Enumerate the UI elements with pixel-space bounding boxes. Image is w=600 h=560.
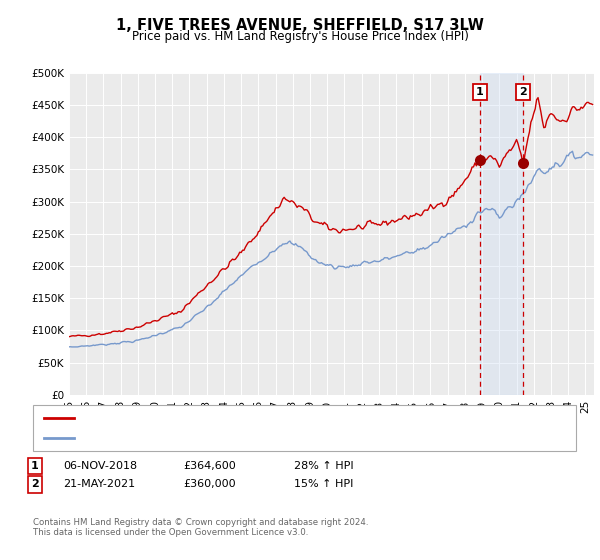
- Text: Price paid vs. HM Land Registry's House Price Index (HPI): Price paid vs. HM Land Registry's House …: [131, 30, 469, 43]
- Text: 15% ↑ HPI: 15% ↑ HPI: [294, 479, 353, 489]
- Text: 2: 2: [31, 479, 38, 489]
- Text: £364,600: £364,600: [183, 461, 236, 471]
- Text: 28% ↑ HPI: 28% ↑ HPI: [294, 461, 353, 471]
- Text: 1: 1: [31, 461, 38, 471]
- Text: £360,000: £360,000: [183, 479, 236, 489]
- Bar: [479, 73, 523, 395]
- Text: Contains HM Land Registry data © Crown copyright and database right 2024.
This d: Contains HM Land Registry data © Crown c…: [33, 518, 368, 538]
- Text: 21-MAY-2021: 21-MAY-2021: [63, 479, 135, 489]
- Text: 1, FIVE TREES AVENUE, SHEFFIELD, S17 3LW (detached house): 1, FIVE TREES AVENUE, SHEFFIELD, S17 3LW…: [80, 413, 406, 423]
- Text: 1, FIVE TREES AVENUE, SHEFFIELD, S17 3LW: 1, FIVE TREES AVENUE, SHEFFIELD, S17 3LW: [116, 18, 484, 32]
- Text: 1: 1: [476, 87, 484, 97]
- Text: 06-NOV-2018: 06-NOV-2018: [63, 461, 137, 471]
- Text: 2: 2: [519, 87, 527, 97]
- Text: HPI: Average price, detached house, Sheffield: HPI: Average price, detached house, Shef…: [80, 433, 319, 443]
